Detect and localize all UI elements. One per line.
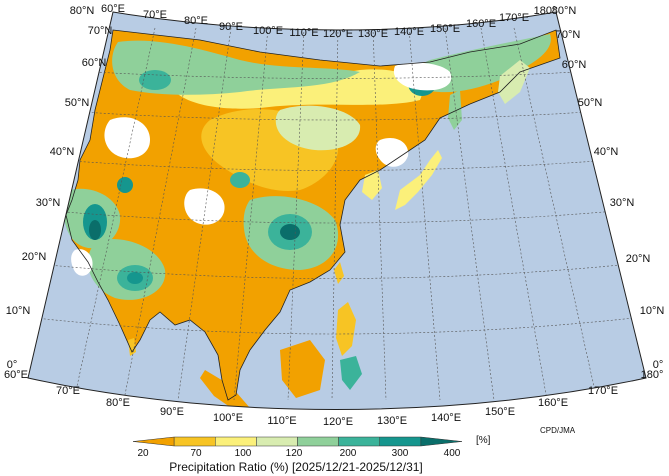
- lon-label-bottom: 110°E: [267, 415, 296, 427]
- lon-label-bottom: 140°E: [431, 412, 461, 424]
- zone-siberia-wet: [112, 40, 360, 95]
- nodata-rajasthan: [71, 249, 93, 276]
- land-sakhalin: [448, 90, 462, 130]
- lat-label-right: 40°N: [594, 146, 619, 158]
- lon-label-bottom: 150°E: [485, 406, 515, 418]
- land-korea: [362, 170, 382, 200]
- nodata-central-asia: [104, 117, 150, 159]
- lat-label-left: 10°N: [6, 305, 31, 317]
- core-siberia: [139, 70, 171, 90]
- legend-ticks: 20 70 100 120 200 300 400: [137, 448, 460, 459]
- lon-label-bottom: 80°E: [106, 397, 130, 409]
- legend-bin: [215, 436, 257, 447]
- lat-label-right: 60°N: [562, 59, 587, 71]
- lon-label-bottom: 160°E: [538, 397, 568, 409]
- color-legend: [%] 20 70 100 120 200 300 400 Precipitat…: [132, 435, 491, 474]
- legend-tick-label: 120: [286, 448, 303, 459]
- graticule: [28, 27, 646, 401]
- lon-label-top: 70°E: [143, 9, 167, 21]
- lat-label-left: 30°N: [36, 197, 61, 209]
- lon-label-top: 60°E: [101, 3, 125, 15]
- lon-label-bottom: 60°E: [4, 369, 28, 381]
- credit-label: CPD/JMA: [540, 426, 576, 435]
- lon-label-top: 100°E: [253, 25, 283, 37]
- meridian-line: [513, 27, 598, 401]
- lat-label-left: 80°N: [70, 5, 95, 17]
- land-japan: [395, 150, 442, 210]
- land-borneo: [280, 340, 325, 398]
- land-sumatra: [200, 370, 250, 410]
- legend-bin: [297, 436, 339, 447]
- core-south-china-max: [280, 224, 300, 240]
- meridian-line: [177, 27, 232, 401]
- core-india-max: [127, 272, 143, 284]
- lon-label-bottom: 90°E: [160, 406, 184, 418]
- legend-bin: [132, 436, 175, 447]
- lon-label-top: 130°E: [358, 28, 388, 40]
- meridian-line: [123, 27, 197, 401]
- map-border: [27, 11, 647, 410]
- lon-label-top: 120°E: [323, 28, 353, 40]
- latitude-labels-right: 0° 10°N 20°N 30°N 40°N 50°N 60°N 70°N 80…: [552, 5, 665, 371]
- lat-label-left: 70°N: [88, 25, 113, 37]
- legend-bin: [379, 436, 422, 447]
- lat-label-right: 10°N: [640, 305, 665, 317]
- lat-label-left: 0°: [7, 359, 18, 371]
- legend-bins: [132, 436, 463, 447]
- lon-label-bottom: 120°E: [323, 416, 353, 428]
- land-philippines: [336, 302, 356, 356]
- legend-bin: [420, 436, 463, 447]
- lat-label-left: 60°N: [82, 57, 107, 69]
- legend-tick-label: 20: [137, 448, 149, 459]
- land-sri-lanka: [128, 338, 136, 356]
- nodata-arctic: [393, 62, 452, 91]
- zone-mongolia-wet: [275, 105, 361, 151]
- meridian-line: [444, 27, 495, 401]
- lon-label-top: 80°E: [184, 15, 208, 27]
- lon-label-bottom: 130°E: [377, 415, 407, 427]
- legend-tick-label: 100: [235, 448, 252, 459]
- lat-label-right: 50°N: [578, 97, 603, 109]
- legend-tick-label: 70: [190, 448, 202, 459]
- lon-label-top: 90°E: [219, 21, 243, 33]
- core-central-asia: [117, 177, 133, 193]
- lon-label-bottom: 70°E: [56, 385, 80, 397]
- lon-label-bottom: 100°E: [213, 412, 243, 424]
- meridian-line: [480, 27, 548, 401]
- lat-label-left: 20°N: [22, 251, 47, 263]
- lat-label-right: 0°: [653, 359, 664, 371]
- legend-tick-label: 300: [392, 448, 409, 459]
- lon-label-top: 140°E: [394, 26, 424, 38]
- legend-bin: [338, 436, 380, 447]
- lat-label-right: 80°N: [552, 5, 577, 17]
- lon-label-bottom: 180°: [641, 369, 664, 381]
- legend-tick-label: 200: [340, 448, 357, 459]
- nodata-tarim: [184, 188, 225, 225]
- legend-tick-label: 400: [444, 448, 461, 459]
- lat-label-left: 50°N: [65, 97, 90, 109]
- lat-label-right: 70°N: [556, 29, 581, 41]
- legend-unit: [%]: [476, 435, 491, 446]
- lat-label-left: 40°N: [50, 146, 75, 158]
- legend-bin: [256, 436, 298, 447]
- lon-label-top: 150°E: [430, 23, 460, 35]
- longitude-labels-bottom: 60°E 70°E 80°E 90°E 100°E 110°E 120°E 13…: [4, 369, 663, 428]
- longitude-labels-top: 60°E 70°E 80°E 90°E 100°E 110°E 120°E 13…: [101, 3, 556, 40]
- nodata-northeast: [375, 137, 409, 167]
- lon-label-top: 180°: [534, 5, 557, 17]
- core-west-max: [89, 220, 101, 240]
- lat-label-right: 30°N: [610, 197, 635, 209]
- legend-bin: [173, 436, 216, 447]
- lon-label-bottom: 170°E: [588, 385, 618, 397]
- core-tibet: [230, 172, 250, 188]
- meridian-line: [73, 27, 156, 401]
- lon-label-top: 110°E: [289, 27, 318, 39]
- lat-label-right: 20°N: [626, 253, 651, 265]
- latitude-labels-left: 0° 10°N 20°N 30°N 40°N 50°N 60°N 70°N 80…: [6, 5, 113, 371]
- lon-label-top: 160°E: [466, 18, 496, 30]
- legend-title: Precipitation Ratio (%) [2025/12/21-2025…: [169, 460, 423, 474]
- lon-label-top: 170°E: [499, 12, 529, 24]
- land-sulawesi: [340, 356, 362, 390]
